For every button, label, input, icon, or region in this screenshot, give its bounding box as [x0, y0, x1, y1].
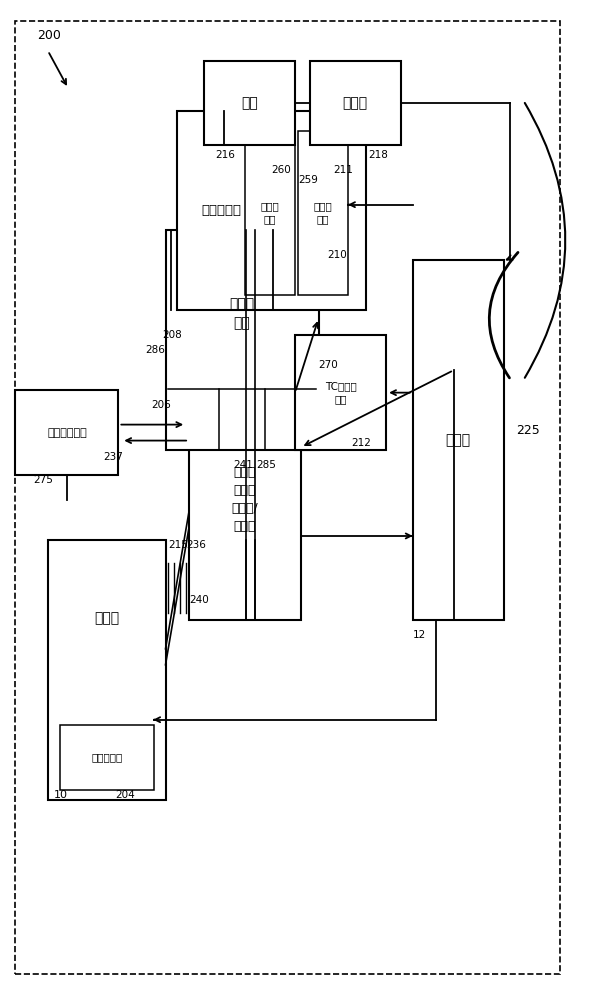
- Text: 204: 204: [116, 790, 135, 800]
- Text: 206: 206: [151, 400, 171, 410]
- Text: 发动机: 发动机: [94, 611, 119, 625]
- Text: 237: 237: [104, 452, 123, 462]
- Text: 10: 10: [54, 790, 68, 800]
- Bar: [166, 230, 319, 450]
- Bar: [48, 540, 166, 800]
- Text: 制动器: 制动器: [343, 96, 368, 110]
- Bar: [189, 380, 301, 620]
- Bar: [295, 335, 386, 450]
- Text: 电能存储装置: 电能存储装置: [47, 428, 87, 438]
- Text: 控制器: 控制器: [446, 433, 471, 447]
- Bar: [245, 131, 295, 295]
- Text: 前进离
合器: 前进离 合器: [261, 201, 279, 224]
- Bar: [413, 260, 504, 620]
- Text: 车轮: 车轮: [241, 96, 258, 110]
- Text: 200: 200: [37, 29, 61, 42]
- Text: 212: 212: [351, 438, 371, 448]
- Text: 扭矩致动器: 扭矩致动器: [91, 752, 122, 762]
- Text: 传动系
集成的
启动器/
发电机: 传动系 集成的 启动器/ 发电机: [232, 466, 258, 534]
- Bar: [310, 61, 401, 145]
- Text: 液力变
矩器: 液力变 矩器: [230, 297, 255, 331]
- Bar: [15, 390, 119, 475]
- Text: 259: 259: [298, 175, 318, 185]
- Text: 215: 215: [169, 540, 188, 550]
- Text: TC锁止离
合器: TC锁止离 合器: [324, 381, 356, 404]
- Text: 211: 211: [333, 165, 353, 175]
- Text: 216: 216: [215, 150, 235, 160]
- Text: 自动变速器: 自动变速器: [201, 204, 241, 217]
- Text: 285: 285: [257, 460, 277, 470]
- Bar: [298, 131, 348, 295]
- Text: 208: 208: [163, 330, 182, 340]
- Text: 210: 210: [327, 250, 347, 260]
- Bar: [204, 61, 295, 145]
- Bar: [60, 725, 154, 790]
- Text: 218: 218: [369, 150, 388, 160]
- Text: 齿式离
合器: 齿式离 合器: [313, 201, 332, 224]
- Bar: [177, 111, 366, 310]
- Text: 12: 12: [413, 630, 426, 640]
- Text: 236: 236: [186, 540, 206, 550]
- Text: 260: 260: [271, 165, 291, 175]
- Text: 240: 240: [189, 595, 209, 605]
- Text: 275: 275: [33, 475, 53, 485]
- Text: 241: 241: [233, 460, 253, 470]
- Text: 225: 225: [516, 424, 539, 437]
- Text: 286: 286: [145, 345, 165, 355]
- Text: 270: 270: [319, 360, 338, 370]
